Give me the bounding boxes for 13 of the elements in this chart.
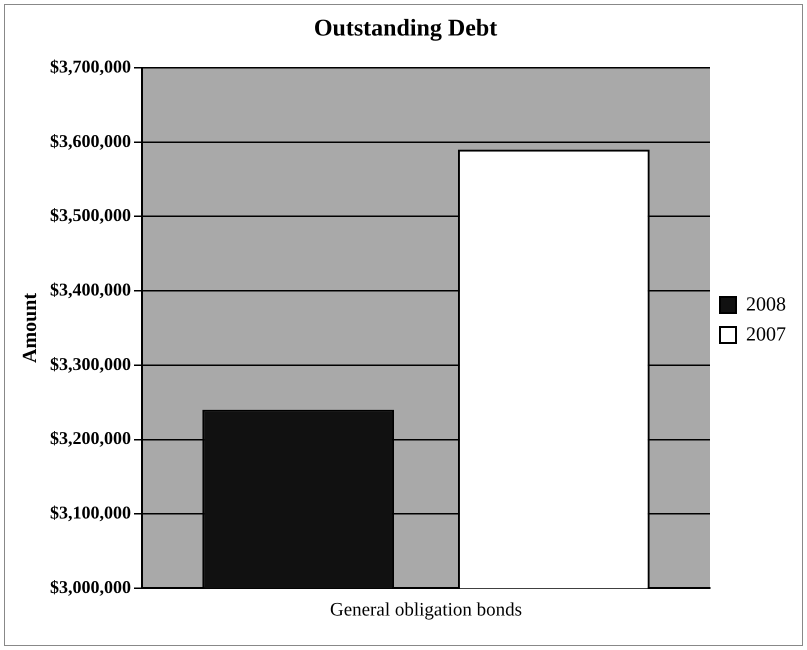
x-tick-label: General obligation bonds [330, 600, 522, 621]
y-tick-label: $3,400,000 [50, 279, 131, 300]
y-tick-label: $3,300,000 [50, 354, 131, 374]
y-tick-label: $3,100,000 [50, 502, 131, 523]
y-tick-label: $3,200,000 [50, 428, 131, 448]
y-tick-label: $3,700,000 [50, 56, 131, 76]
legend-label: 2007 [746, 323, 786, 346]
chart-title: Outstanding Debt [314, 16, 498, 42]
legend-label: 2008 [746, 293, 786, 316]
y-axis-title: Amount [19, 292, 42, 364]
y-tick-label: $3,000,000 [50, 576, 131, 597]
y-tick-label: $3,500,000 [50, 205, 131, 226]
y-tick-label: $3,600,000 [50, 130, 131, 151]
